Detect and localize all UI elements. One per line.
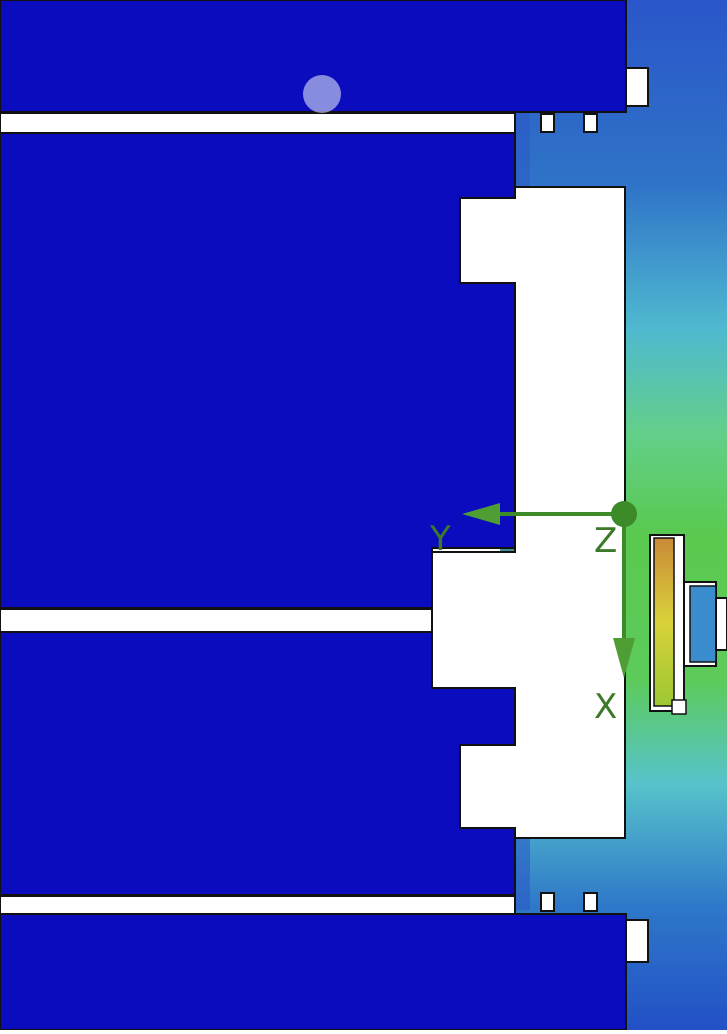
top-gap-strip bbox=[0, 112, 516, 134]
top-notch-1 bbox=[540, 113, 555, 133]
coil-assembly bbox=[649, 534, 727, 715]
solid-body-bottom bbox=[0, 913, 627, 1031]
top-small-tab bbox=[625, 67, 649, 107]
solid-body-upper bbox=[0, 132, 516, 609]
axis-label-y: Y bbox=[429, 519, 451, 559]
bottom-notch-2 bbox=[583, 892, 598, 912]
bottom-notch-1 bbox=[540, 892, 555, 912]
touch-indicator bbox=[303, 75, 341, 113]
top-notch-2 bbox=[583, 113, 598, 133]
axis-label-z: Z bbox=[594, 521, 617, 561]
middle-gap-strip bbox=[0, 608, 433, 633]
bottom-small-tab bbox=[625, 919, 649, 963]
bottom-gap-strip bbox=[0, 895, 516, 915]
axis-triad bbox=[462, 501, 637, 678]
axis-label-x: X bbox=[594, 687, 617, 727]
